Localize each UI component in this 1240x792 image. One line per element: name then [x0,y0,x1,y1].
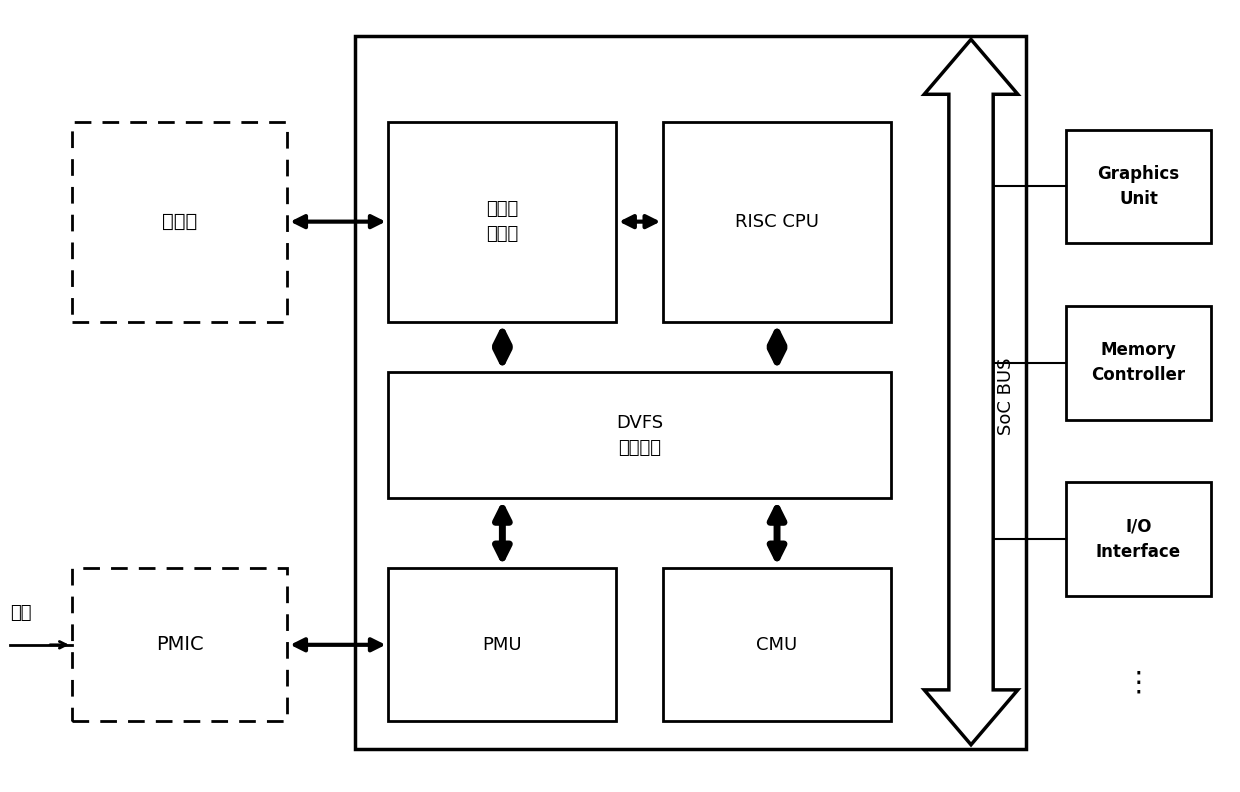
Bar [388,569,616,722]
Bar [388,122,616,322]
Text: RISC CPU: RISC CPU [735,212,820,230]
Text: PMU: PMU [482,636,522,654]
Bar [1066,482,1211,596]
Text: I/O
Interface: I/O Interface [1096,517,1180,561]
Text: DVFS
控制模块: DVFS 控制模块 [616,413,663,457]
Text: 触摸屏
控制器: 触摸屏 控制器 [486,200,518,243]
Bar [72,122,288,322]
Text: SoC BUS: SoC BUS [997,357,1014,435]
Text: PMIC: PMIC [156,635,203,654]
Bar [663,122,892,322]
Text: 电源: 电源 [10,604,32,623]
Text: Graphics
Unit: Graphics Unit [1097,165,1179,208]
Polygon shape [924,40,1018,744]
Bar [355,36,1027,748]
Text: Memory
Controller: Memory Controller [1091,341,1185,384]
Bar [1066,130,1211,243]
Bar [388,372,892,498]
Text: 触摸屏: 触摸屏 [162,212,197,231]
Text: ⋮: ⋮ [1125,668,1152,696]
Bar [1066,306,1211,420]
Text: CMU: CMU [756,636,797,654]
Bar [72,569,288,722]
Bar [663,569,892,722]
